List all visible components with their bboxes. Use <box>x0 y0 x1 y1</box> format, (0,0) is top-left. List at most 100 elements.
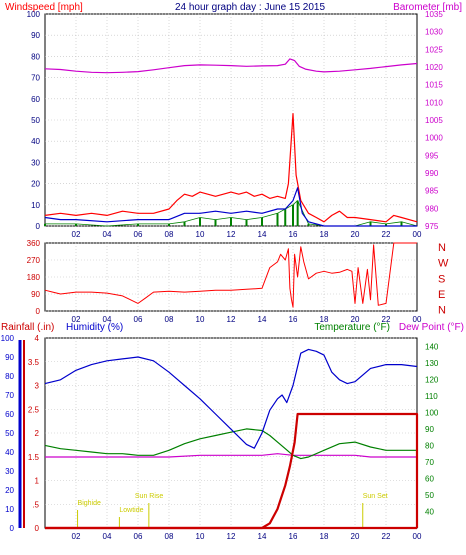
temperature-tick-label: 140 <box>425 342 439 351</box>
humidity-tick-label: 0 <box>10 524 15 533</box>
panel3-x-tick-label: 04 <box>103 532 112 541</box>
panel1-x-tick-label: 14 <box>258 230 267 239</box>
barometer-tick-label: 1035 <box>425 10 443 19</box>
panel2-x-tick-label: 04 <box>103 315 112 324</box>
windspeed-tick-label: 30 <box>31 158 40 167</box>
humidity-line <box>44 348 418 449</box>
barometer-line <box>44 58 418 74</box>
wind-gust-line <box>45 200 418 227</box>
panel3-x-tick-label: 08 <box>165 532 174 541</box>
barometer-tick-label: 1000 <box>425 134 443 143</box>
rainfall-tick-label: 1.5 <box>28 453 40 462</box>
temperature-line <box>44 428 417 460</box>
panel3-x-tick-label: 20 <box>351 532 360 541</box>
temperature-tick-label: 40 <box>425 507 434 516</box>
chart-title: 24 hour graph day : June 15 2015 <box>175 2 326 13</box>
rainfall-tick-label: 2 <box>35 429 40 438</box>
humidity-tick-label: 20 <box>5 486 14 495</box>
temperature-axis-title: Temperature (°F) <box>314 322 390 333</box>
panel2-x-tick-label: 20 <box>351 315 360 324</box>
temperature-tick-label: 120 <box>425 375 439 384</box>
temperature-tick-label: 130 <box>425 359 439 368</box>
barometer-tick-label: 1015 <box>425 81 443 90</box>
windspeed-tick-label: 0 <box>36 222 41 231</box>
windspeed-tick-label: 90 <box>31 31 40 40</box>
windspeed-tick-label: 10 <box>31 201 40 210</box>
barometer-tick-label: 985 <box>425 187 439 196</box>
direction-tick-label: 360 <box>27 239 41 248</box>
panel1-x-tick-label: 10 <box>196 230 205 239</box>
direction-tick-label: 0 <box>36 307 41 316</box>
windspeed-tick-label: 40 <box>31 137 40 146</box>
panel3-x-tick-label: 18 <box>320 532 329 541</box>
humidity-tick-label: 70 <box>5 391 14 400</box>
windspeed-tick-label: 80 <box>31 52 40 61</box>
barometer-tick-label: 975 <box>425 222 439 231</box>
windspeed-axis-title: Windspeed [mph] <box>5 2 83 13</box>
panel1-x-tick-label: 00 <box>413 230 422 239</box>
panel3-x-tick-label: 16 <box>289 532 298 541</box>
compass-letter-label: E <box>438 289 445 301</box>
panel2-x-tick-label: 08 <box>165 315 174 324</box>
panel2-x-tick-label: 22 <box>382 315 391 324</box>
panel1-x-tick-label: 06 <box>134 230 143 239</box>
dewpoint-line <box>45 453 417 458</box>
direction-tick-label: 270 <box>27 256 41 265</box>
panel2-x-tick-label: 00 <box>413 315 422 324</box>
barometer-tick-label: 1020 <box>425 63 443 72</box>
temperature-tick-label: 90 <box>425 425 434 434</box>
rainfall-tick-label: 1 <box>35 477 40 486</box>
temperature-tick-label: 80 <box>425 441 434 450</box>
panel1-x-tick-label: 02 <box>72 230 81 239</box>
rainfall-tick-label: 3 <box>35 382 40 391</box>
panel2-x-tick-label: 16 <box>289 315 298 324</box>
rainfall-axis-title: Rainfall (.in) <box>1 322 54 333</box>
panel3-x-tick-label: 22 <box>382 532 391 541</box>
temperature-tick-label: 100 <box>425 408 439 417</box>
panel2-x-tick-label: 12 <box>227 315 236 324</box>
humidity-tick-label: 50 <box>5 429 14 438</box>
barometer-tick-label: 990 <box>425 169 439 178</box>
panel1-x-tick-label: 16 <box>289 230 298 239</box>
compass-letter-label: N <box>438 305 446 317</box>
rainfall-tick-label: 2.5 <box>28 405 40 414</box>
windspeed-tick-label: 70 <box>31 74 40 83</box>
barometer-tick-label: 980 <box>425 204 439 213</box>
panel1-x-tick-label: 20 <box>351 230 360 239</box>
wind-direction-line <box>44 242 417 308</box>
compass-letter-label: W <box>438 258 449 270</box>
event-annotation-label: Bighide <box>78 500 101 507</box>
humidity-tick-label: 90 <box>5 353 14 362</box>
rainfall-tick-label: 4 <box>35 334 40 343</box>
windspeed-tick-label: 20 <box>31 180 40 189</box>
panel2-x-tick-label: 14 <box>258 315 267 324</box>
direction-tick-label: 180 <box>27 273 41 282</box>
humidity-tick-label: 10 <box>5 505 14 514</box>
direction-tick-label: 90 <box>31 290 40 299</box>
panel1-x-tick-label: 22 <box>382 230 391 239</box>
panel2-x-tick-label: 06 <box>134 315 143 324</box>
panel3-x-tick-label: 14 <box>258 532 267 541</box>
panel3-x-tick-label: 10 <box>196 532 205 541</box>
panel2-x-tick-label: 10 <box>196 315 205 324</box>
windspeed-tick-label: 100 <box>27 10 41 19</box>
event-annotation-label: Lowtide <box>119 507 143 514</box>
temperature-tick-label: 70 <box>425 458 434 467</box>
humidity-tick-label: 60 <box>5 410 14 419</box>
windspeed-line <box>44 112 418 223</box>
rainfall-tick-label: 3.5 <box>28 358 40 367</box>
dewpoint-axis-title: Dew Point (°F) <box>399 322 464 333</box>
event-annotation-label: Sun Set <box>363 493 388 500</box>
event-annotation-label: Sun Rise <box>135 493 164 500</box>
panel2-x-tick-label: 02 <box>72 315 81 324</box>
humidity-tick-label: 30 <box>5 467 14 476</box>
rainfall-tick-label: 0 <box>35 524 40 533</box>
temperature-tick-label: 110 <box>425 392 438 401</box>
barometer-axis-title: Barometer [mb] <box>393 2 462 13</box>
temperature-tick-label: 50 <box>425 491 434 500</box>
humidity-axis-title: Humidity (%) <box>66 322 123 333</box>
compass-letter-label: N <box>438 242 446 254</box>
panel2-x-tick-label: 18 <box>320 315 329 324</box>
